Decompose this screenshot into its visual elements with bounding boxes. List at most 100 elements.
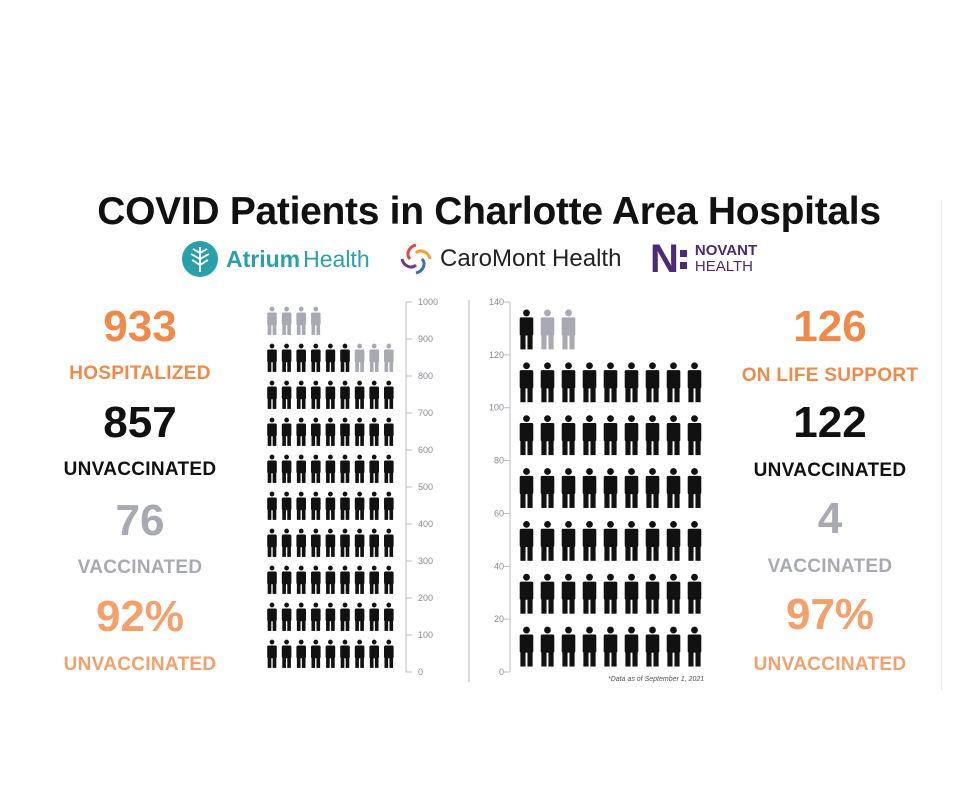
unvaccinated-person-icon	[267, 417, 277, 446]
unvaccinated-person-icon	[340, 454, 350, 483]
unvaccinated-person-icon	[281, 417, 292, 446]
unvaccinated-person-icon	[369, 380, 379, 409]
life-support-label: ON LIFE SUPPORT	[741, 365, 919, 386]
hospitalized-vaccinated-count: 76	[115, 496, 165, 545]
unvaccinated-person-icon	[561, 362, 576, 403]
y-tick-label: 40	[494, 561, 504, 571]
life-support-percent-label: UNVACCINATED	[753, 654, 907, 675]
y-tick-label: 300	[418, 556, 433, 566]
y-tick-label: 120	[489, 350, 504, 360]
life-support-vaccinated-count: 4	[817, 494, 843, 543]
unvaccinated-person-icon	[325, 639, 336, 668]
y-tick-label: 0	[418, 667, 423, 677]
y-tick-label: 140	[489, 297, 504, 307]
unvaccinated-person-icon	[540, 520, 555, 561]
unvaccinated-person-icon	[666, 520, 681, 561]
y-tick-label: 80	[494, 456, 504, 466]
unvaccinated-person-icon	[603, 362, 618, 403]
unvaccinated-person-icon	[666, 415, 681, 456]
unvaccinated-person-icon	[296, 343, 306, 372]
unvaccinated-person-icon	[296, 602, 306, 631]
y-tick-label: 500	[418, 482, 433, 492]
unvaccinated-person-icon	[281, 491, 292, 520]
unvaccinated-person-icon	[296, 565, 306, 594]
vaccinated-person-icon	[369, 343, 379, 372]
unvaccinated-person-icon	[281, 380, 292, 409]
unvaccinated-person-icon	[311, 565, 321, 594]
unvaccinated-person-icon	[354, 602, 365, 631]
unvaccinated-person-icon	[281, 343, 292, 372]
unvaccinated-person-icon	[325, 602, 336, 631]
life-support-unvaccinated-label: UNVACCINATED	[753, 460, 907, 481]
novant-dots-icon	[679, 250, 687, 269]
unvaccinated-person-icon	[582, 520, 597, 561]
unvaccinated-person-icon	[624, 573, 639, 614]
unvaccinated-person-icon	[354, 380, 365, 409]
unvaccinated-person-icon	[296, 639, 306, 668]
unvaccinated-person-icon	[369, 491, 379, 520]
unvaccinated-person-icon	[519, 362, 534, 403]
unvaccinated-person-icon	[561, 468, 576, 508]
atrium-health-logo: Atrium Health	[180, 236, 370, 282]
unvaccinated-person-icon	[540, 362, 555, 403]
unvaccinated-person-icon	[311, 380, 321, 409]
unvaccinated-person-icon	[281, 454, 292, 483]
unvaccinated-person-icon	[687, 573, 702, 614]
unvaccinated-person-icon	[325, 343, 336, 372]
unvaccinated-person-icon	[267, 454, 277, 483]
unvaccinated-person-icon	[369, 417, 379, 446]
unvaccinated-person-icon	[354, 639, 365, 668]
unvaccinated-person-icon	[582, 626, 597, 667]
unvaccinated-person-icon	[369, 565, 379, 594]
unvaccinated-person-icon	[384, 602, 394, 631]
unvaccinated-person-icon	[267, 491, 277, 520]
unvaccinated-person-icon	[540, 468, 555, 508]
unvaccinated-person-icon	[384, 491, 394, 520]
unvaccinated-person-icon	[666, 573, 681, 614]
unvaccinated-person-icon	[384, 454, 394, 483]
unvaccinated-person-icon	[582, 415, 597, 456]
hospitalized-percent-label: UNVACCINATED	[63, 654, 217, 675]
unvaccinated-person-icon	[624, 468, 639, 508]
hospitalized-count: 933	[103, 302, 177, 351]
unvaccinated-person-icon	[296, 528, 306, 557]
unvaccinated-person-icon	[666, 626, 681, 667]
novant-bottom-text: HEALTH	[694, 258, 753, 275]
unvaccinated-person-icon	[325, 528, 336, 557]
unvaccinated-person-icon	[384, 639, 394, 668]
unvaccinated-person-icon	[561, 415, 576, 456]
hospitalized-unvaccinated-label: UNVACCINATED	[63, 459, 217, 480]
unvaccinated-person-icon	[561, 573, 576, 614]
y-tick-label: 100	[418, 630, 433, 640]
unvaccinated-person-icon	[296, 380, 306, 409]
unvaccinated-person-icon	[687, 362, 702, 403]
vaccinated-person-icon	[354, 343, 365, 372]
hospitalized-vaccinated-label: VACCINATED	[77, 557, 203, 578]
hospitalized-pictograph: 0 100 200 300 400 500 600 700 800 900 1000	[267, 297, 438, 677]
vaccinated-person-icon	[267, 306, 277, 335]
unvaccinated-person-icon	[519, 573, 534, 614]
unvaccinated-person-icon	[354, 565, 365, 594]
novant-top-text: NOVANT	[694, 242, 758, 259]
unvaccinated-person-icon	[340, 380, 350, 409]
unvaccinated-person-icon	[603, 573, 618, 614]
y-tick-label: 200	[418, 593, 433, 603]
unvaccinated-person-icon	[281, 639, 292, 668]
caromont-swirl-icon	[400, 243, 432, 275]
atrium-leaf-icon	[182, 241, 218, 277]
hospital-logos: Atrium Health CaroMont Health N NOVANT H…	[180, 236, 820, 282]
y-tick-label: 700	[418, 408, 433, 418]
unvaccinated-person-icon	[645, 573, 660, 614]
unvaccinated-person-icon	[369, 528, 379, 557]
vaccinated-person-icon	[384, 343, 394, 372]
footnote: *Data as of September 1, 2021	[608, 676, 705, 683]
y-tick-label: 900	[418, 334, 433, 344]
unvaccinated-person-icon	[311, 417, 321, 446]
unvaccinated-person-icon	[340, 491, 350, 520]
unvaccinated-person-icon	[340, 565, 350, 594]
unvaccinated-person-icon	[369, 602, 379, 631]
hospitalized-unvaccinated-percent: 92%	[95, 592, 185, 641]
unvaccinated-person-icon	[281, 528, 292, 557]
unvaccinated-person-icon	[340, 417, 350, 446]
unvaccinated-person-icon	[267, 639, 277, 668]
